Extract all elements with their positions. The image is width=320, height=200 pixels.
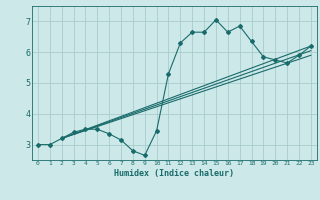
X-axis label: Humidex (Indice chaleur): Humidex (Indice chaleur) [115,169,234,178]
